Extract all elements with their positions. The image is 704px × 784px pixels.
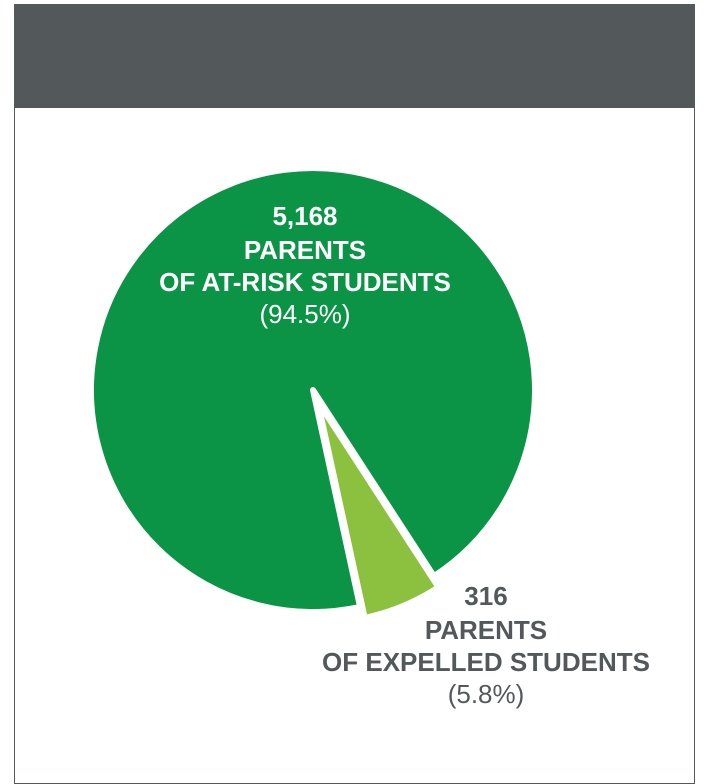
at-risk-count: 5,168	[272, 201, 338, 231]
expelled-count: 316	[464, 581, 508, 611]
slice-label-at-risk: 5,168 PARENTS OF AT-RISK STUDENTS (94.5%…	[115, 203, 495, 327]
expelled-percent: (5.8%)	[447, 679, 525, 709]
expelled-caption-1: PARENTS	[424, 615, 548, 645]
slice-label-expelled: 316 PARENTS OF EXPELLED STUDENTS (5.8%)	[286, 583, 686, 707]
pie-slice-at-risk	[88, 165, 538, 615]
at-risk-caption-2: OF AT-RISK STUDENTS	[159, 267, 451, 297]
at-risk-percent: (94.5%)	[259, 299, 351, 329]
expelled-caption-2: OF EXPELLED STUDENTS	[322, 647, 650, 677]
pie-slice-expelled	[314, 398, 442, 622]
at-risk-caption-1: PARENTS	[243, 235, 367, 265]
header-band	[15, 5, 694, 108]
